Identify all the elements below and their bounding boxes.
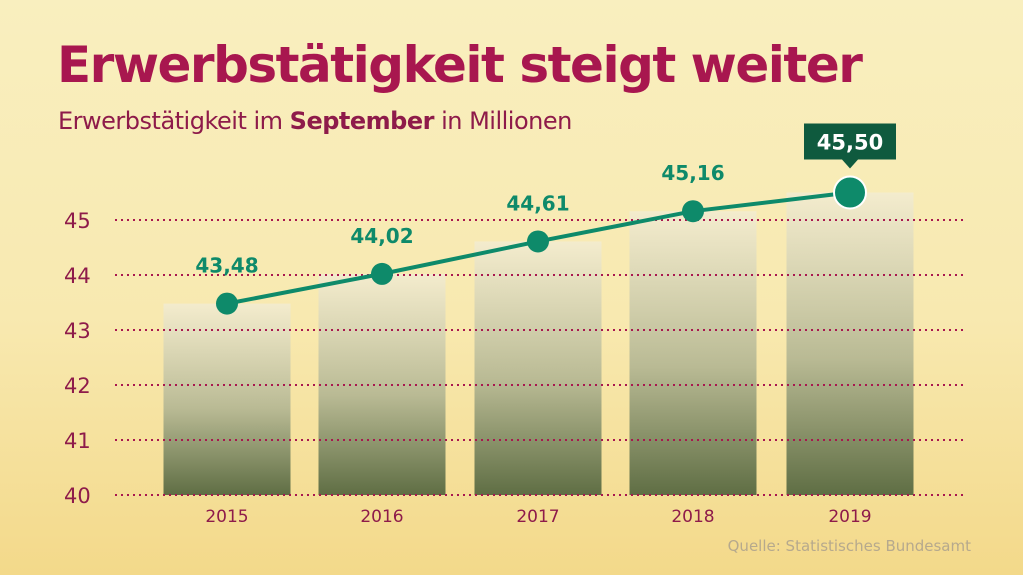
data-label-2018: 45,16 [661,161,724,185]
y-tick-label: 42 [64,374,91,398]
subtitle-part-1: Erwerbstätigkeit im [58,107,290,135]
y-tick-label: 40 [64,484,91,508]
subtitle-part-2: September [289,107,435,135]
data-label-2017: 44,61 [506,191,569,215]
subtitle-part-3: in Millionen [433,107,572,135]
source-note: Quelle: Statistisches Bundesamt [727,537,971,555]
highlight-label-box [804,123,896,160]
data-point-2018 [682,200,704,223]
x-tick-label: 2018 [671,507,714,527]
x-tick-label: 2015 [205,507,248,527]
bar-2015 [163,303,291,495]
y-tick-label: 43 [64,319,91,343]
bar-2018 [629,211,757,495]
y-tick-label: 45 [64,209,91,233]
x-tick-label: 2019 [828,507,871,527]
data-label-2019: 45,50 [817,131,883,155]
y-axis-ticks: 40 41 42 43 44 45 [64,209,91,508]
x-axis-ticks: 2015 2016 2017 2018 2019 [205,507,871,527]
data-point-2016 [371,262,393,285]
data-point-2015 [216,292,238,315]
bar-2016 [318,273,446,495]
data-point-2017 [527,230,549,253]
gridlines [115,219,965,496]
data-labels: 43,48 44,02 44,61 45,16 45,50 [195,123,896,278]
x-tick-label: 2017 [516,507,559,527]
data-label-2015: 43,48 [195,254,258,278]
bar-2019 [786,192,914,495]
chart-subtitle: Erwerbstätigkeit im September in Million… [58,107,572,135]
bars [163,192,914,495]
highlight-label-pointer [842,159,858,169]
trend-line [216,175,867,315]
data-label-2016: 44,02 [350,224,413,248]
x-tick-label: 2016 [360,507,403,527]
data-point-2019 [833,175,867,210]
bar-2017 [474,241,602,495]
chart-title: Erwerbstätigkeit steigt weiter [57,36,863,94]
y-tick-label: 44 [64,264,91,288]
y-tick-label: 41 [64,429,91,453]
